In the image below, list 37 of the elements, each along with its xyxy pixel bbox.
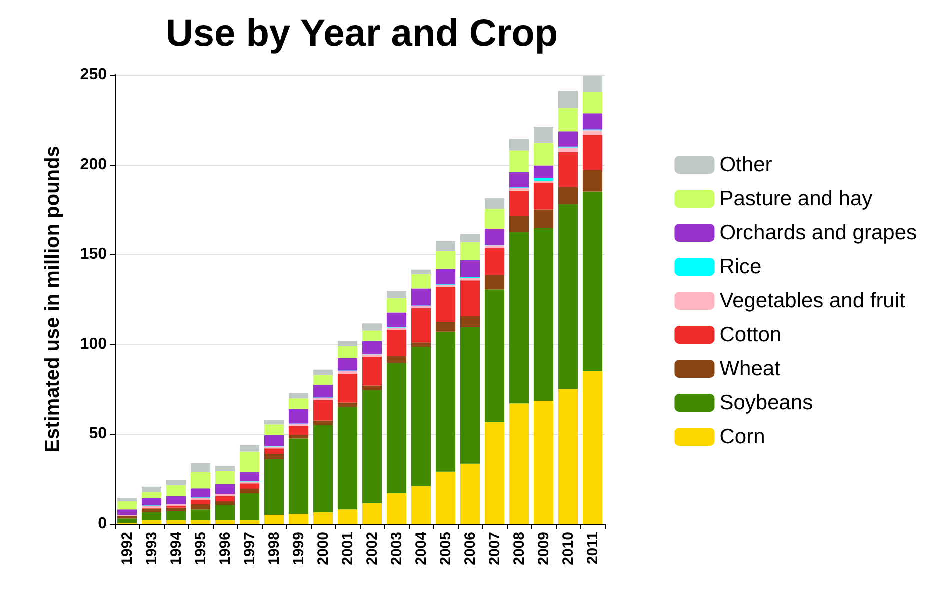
- y-tick-label: 50: [89, 426, 108, 443]
- legend-label: Vegetables and fruit: [720, 290, 906, 312]
- y-tick-label: 200: [80, 156, 108, 174]
- x-tick-label: 1993: [143, 532, 160, 566]
- legend-label: Rice: [720, 256, 762, 278]
- y-axis-title: Estimated use in million pounds: [42, 146, 64, 453]
- x-tick-label: 2009: [535, 532, 552, 566]
- x-tick-label: 1992: [118, 532, 136, 566]
- y-tick-label: 100: [80, 336, 108, 353]
- x-tick-label: 1995: [192, 532, 210, 566]
- x-tick-label: 2000: [314, 532, 332, 566]
- x-tick-label: 2010: [560, 532, 577, 566]
- x-tick-label: 2001: [339, 532, 356, 566]
- x-tick-label: 2003: [388, 532, 406, 566]
- legend-label: Other: [720, 154, 772, 176]
- x-tick-label: 1997: [241, 532, 258, 566]
- y-tick-label: 150: [80, 246, 108, 264]
- y-tick-label: 250: [80, 66, 108, 84]
- x-tick-label: 2006: [462, 532, 479, 566]
- legend-label: Corn: [720, 426, 766, 448]
- legend-label: Cotton: [720, 324, 782, 346]
- x-tick-label: 1998: [266, 532, 283, 566]
- legend-label: Pasture and hay: [720, 188, 874, 210]
- x-tick-label: 2004: [412, 531, 430, 566]
- legend-label: Wheat: [720, 358, 781, 380]
- x-tick-label: 1996: [216, 532, 234, 566]
- legend-label: Soybeans: [720, 392, 814, 414]
- x-tick-label: 1999: [290, 532, 308, 566]
- legend-label: Orchards and grapes: [720, 222, 918, 244]
- x-tick-label: 2005: [437, 532, 454, 566]
- chart-title: Use by Year and Crop: [166, 13, 558, 55]
- y-tick-label: 0: [98, 516, 108, 532]
- x-tick-label: 2002: [364, 532, 381, 566]
- x-tick-label: 2011: [584, 532, 602, 565]
- x-tick-label: 2007: [486, 532, 504, 566]
- x-tick-label: 1994: [168, 531, 185, 566]
- x-tick-label: 2008: [510, 532, 528, 566]
